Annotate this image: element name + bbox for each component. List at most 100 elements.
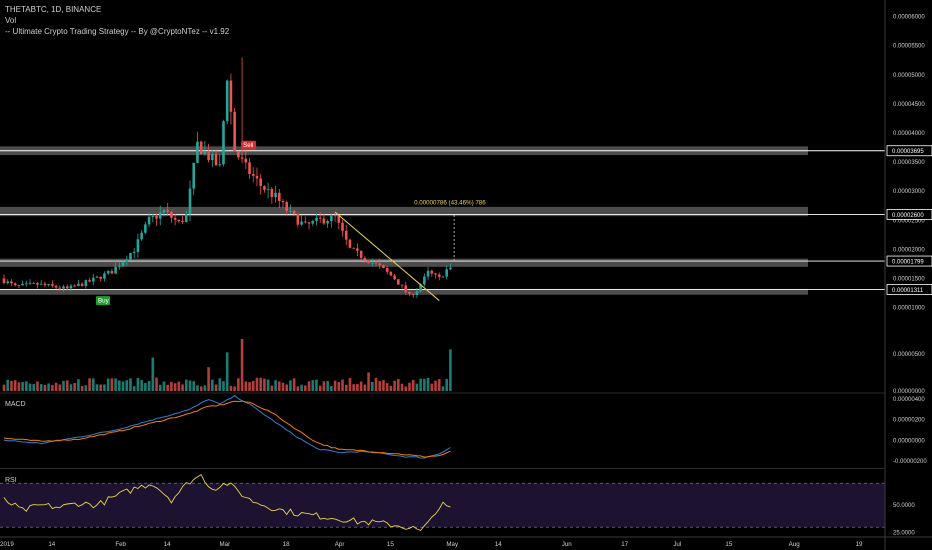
candle-body bbox=[400, 284, 404, 286]
candle-body bbox=[88, 280, 91, 282]
candle-body bbox=[304, 221, 307, 223]
volume-bar bbox=[426, 377, 430, 391]
candle-body bbox=[382, 265, 385, 268]
volume-bar bbox=[225, 352, 229, 391]
volume-bar bbox=[110, 378, 114, 391]
volume-bar bbox=[114, 378, 117, 391]
candle-body bbox=[188, 188, 192, 215]
price-marker-label: 0.00001799 bbox=[892, 259, 924, 265]
volume-tick: 0.00000000 bbox=[893, 389, 925, 395]
volume-bar bbox=[370, 381, 374, 391]
rsi-band bbox=[0, 483, 885, 528]
volume-bar bbox=[88, 378, 91, 391]
candle-body bbox=[106, 270, 110, 274]
candle-body bbox=[43, 283, 47, 286]
price-marker-badge bbox=[886, 284, 932, 295]
candle-body bbox=[13, 283, 17, 286]
candle-body bbox=[296, 214, 300, 225]
macd-tick: 0.00000400 bbox=[893, 397, 925, 403]
candle-body bbox=[140, 232, 143, 240]
volume-bar bbox=[277, 381, 281, 391]
candle-body bbox=[292, 210, 296, 215]
candle-body bbox=[47, 284, 50, 286]
candle-body bbox=[352, 247, 355, 249]
volume-bar bbox=[285, 384, 289, 391]
candle-body bbox=[151, 216, 155, 217]
candle-body bbox=[118, 266, 121, 267]
volume-bar bbox=[322, 381, 326, 391]
price-marker-label: 0.00003695 bbox=[892, 149, 924, 155]
volume-bar bbox=[304, 385, 307, 391]
candle-body bbox=[263, 186, 266, 190]
candle-body bbox=[289, 210, 292, 212]
buy-signal bbox=[96, 296, 110, 306]
candle-body bbox=[207, 151, 210, 161]
volume-bar bbox=[311, 380, 315, 391]
candle-body bbox=[84, 280, 88, 286]
candle-body bbox=[65, 286, 69, 289]
volume-bar bbox=[62, 380, 65, 391]
price-tick: 0.00003500 bbox=[893, 160, 925, 166]
candle-body bbox=[196, 141, 199, 163]
volume-bar bbox=[229, 385, 233, 391]
volume-bar bbox=[84, 385, 88, 391]
trendline bbox=[334, 211, 440, 301]
candle-body bbox=[62, 286, 65, 289]
volume-bar bbox=[385, 383, 389, 391]
candle-body bbox=[203, 151, 207, 154]
candle-body bbox=[441, 276, 445, 278]
price-tick: 0.00001000 bbox=[893, 306, 925, 312]
volume-bar bbox=[36, 381, 39, 391]
candle-body bbox=[397, 279, 400, 285]
volume-bar bbox=[6, 379, 10, 391]
macd-tick: 0.00000200 bbox=[893, 418, 925, 424]
time-axis[interactable]: 2019 14 Feb 14 Mar 18 Apr 15 May 14 Jun 17 Jul 15 Aug 1… bbox=[0, 536, 932, 548]
price-marker-badge bbox=[886, 145, 932, 157]
volume-bar bbox=[318, 385, 322, 391]
candle-body bbox=[36, 283, 39, 285]
candle-body bbox=[411, 293, 415, 296]
volume-bar bbox=[374, 377, 378, 391]
candle-body bbox=[248, 162, 251, 175]
strategy-label[interactable]: -- Ultimate Crypto Trading Strategy -- B… bbox=[5, 27, 230, 36]
volume-bar bbox=[99, 384, 103, 391]
volume-bar bbox=[2, 384, 6, 391]
candle-body bbox=[54, 285, 58, 288]
time-tick: Apr bbox=[335, 541, 345, 548]
volume-bar bbox=[136, 378, 140, 391]
volume-bar bbox=[203, 385, 207, 391]
candle-body bbox=[58, 287, 62, 289]
volume-bar bbox=[337, 382, 341, 391]
rsi-pane: RSI bbox=[0, 473, 885, 531]
volume-bar bbox=[281, 382, 285, 391]
volume-bar bbox=[255, 377, 259, 391]
volume-bar bbox=[140, 380, 143, 391]
volume-bar bbox=[184, 379, 188, 391]
volume-bar bbox=[356, 384, 359, 391]
volume-bar bbox=[32, 383, 36, 391]
sell-signal bbox=[241, 140, 257, 150]
candle-body bbox=[136, 239, 140, 252]
macd-label: MACD bbox=[5, 401, 26, 408]
volume-label[interactable]: Vol bbox=[5, 16, 17, 25]
candle-body bbox=[28, 283, 32, 284]
candle-body bbox=[426, 270, 430, 277]
candle-body bbox=[218, 164, 222, 166]
candle-body bbox=[237, 151, 240, 158]
volume-bar bbox=[359, 381, 363, 391]
candle-body bbox=[374, 262, 378, 264]
candle-body bbox=[69, 285, 73, 289]
price-tick: 0.00001500 bbox=[893, 276, 925, 282]
rsi-tick: 25.0000 bbox=[893, 531, 915, 537]
time-tick: Jul bbox=[673, 541, 681, 548]
candle-body bbox=[10, 281, 13, 284]
candle-body bbox=[144, 224, 147, 233]
volume-bar bbox=[300, 384, 303, 391]
price-zone bbox=[0, 206, 808, 217]
price-tick: 0.00005000 bbox=[893, 73, 925, 79]
candle-body bbox=[434, 273, 437, 275]
volume-bars bbox=[2, 338, 452, 391]
symbol-title[interactable]: THETABTC, 1D, BINANCE bbox=[5, 5, 102, 14]
